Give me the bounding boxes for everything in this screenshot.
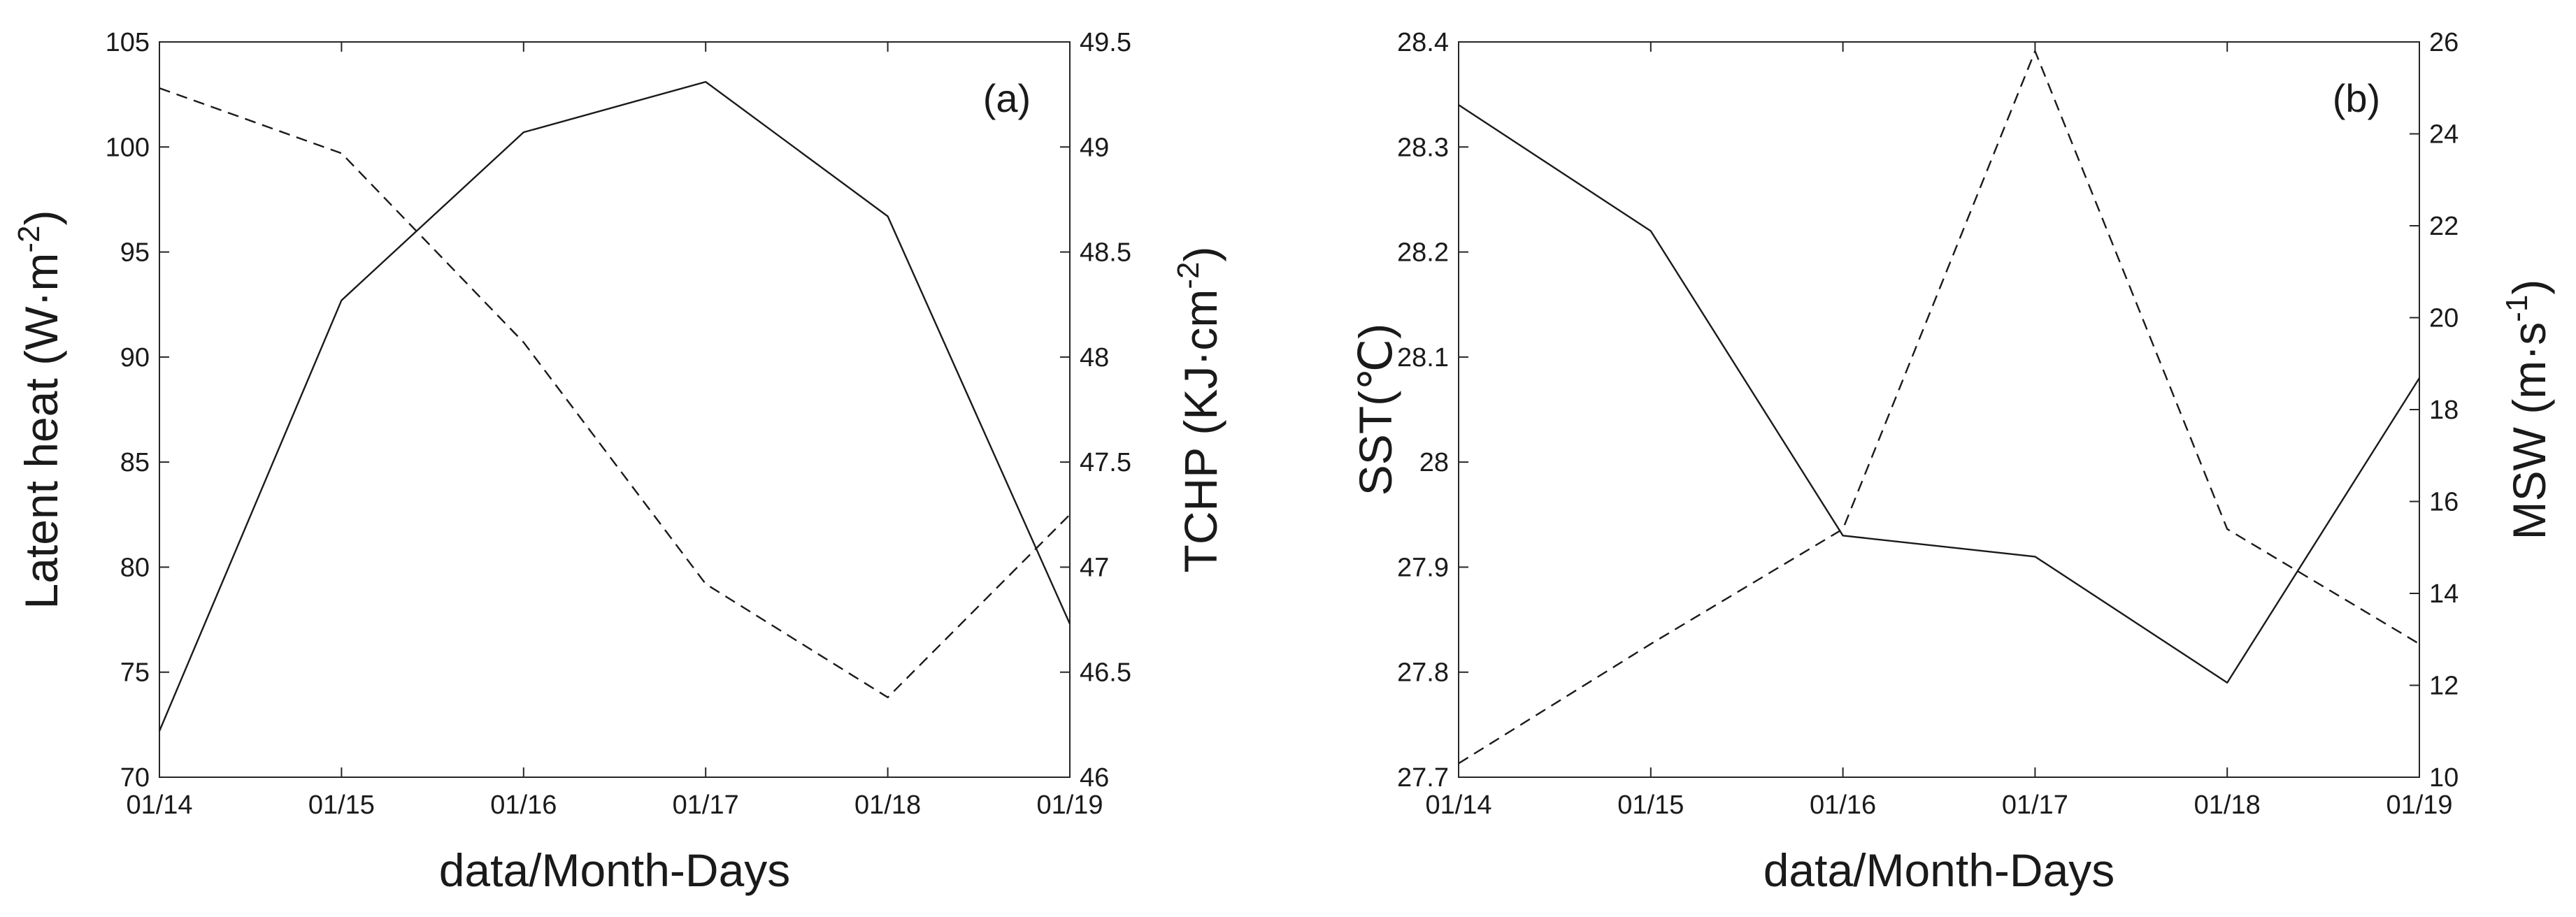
- x-tick-label: 01/19: [1036, 790, 1103, 820]
- x-tick-label: 01/17: [673, 790, 739, 820]
- x-tick-label: 01/18: [854, 790, 921, 820]
- y-left-tick-label: 28.3: [1397, 133, 1449, 162]
- y-right-tick-label: 10: [2429, 763, 2459, 793]
- y-right-axis-label: MSW (m·s-1): [2500, 280, 2555, 540]
- y-left-tick-label: 105: [106, 28, 150, 57]
- y-right-tick-label: 48: [1080, 343, 1109, 373]
- y-left-tick-label: 100: [106, 133, 150, 162]
- y-left-tick-label: 28.1: [1397, 343, 1449, 373]
- chart-panel-a: 01/14 01/15 01/16 01/17 01/18 01/19 70 75 80 85 90…: [12, 28, 1226, 896]
- y-right-tick-label: 46.5: [1080, 658, 1131, 688]
- y-right-tick-label: 20: [2429, 304, 2459, 333]
- y-left-tick-label: 27.8: [1397, 658, 1449, 688]
- x-tick-label: 01/16: [490, 790, 557, 820]
- y-right-axis-label: TCHP (KJ·cm-2): [1171, 247, 1226, 573]
- x-tick-label: 01/15: [308, 790, 375, 820]
- y-left-tick-label: 28.2: [1397, 238, 1449, 268]
- x-tick-label: 01/14: [126, 790, 192, 820]
- y-right-tick-label: 47: [1080, 553, 1109, 582]
- y-left-tick-label: 75: [120, 658, 150, 688]
- x-axis-label: data/Month-Days: [439, 844, 791, 896]
- y-right-tick-label: 18: [2429, 396, 2459, 425]
- y-left-tick-label: 90: [120, 343, 150, 373]
- y-right-tick-label: 24: [2429, 120, 2459, 150]
- x-axis-label: data/Month-Days: [1763, 844, 2115, 896]
- x-tick-label: 01/19: [2386, 790, 2452, 820]
- x-tick-label: 01/17: [2002, 790, 2068, 820]
- dashed-series-line: [159, 87, 1071, 698]
- y-right-tick-label: 49.5: [1080, 28, 1131, 57]
- y-right-tick-label: 22: [2429, 212, 2459, 241]
- panel-label: (a): [983, 76, 1031, 120]
- y-right-tick-label: 49: [1080, 133, 1109, 162]
- y-left-tick-label: 28.4: [1397, 28, 1449, 57]
- plot-frame: [159, 41, 1071, 778]
- x-tick-label: 01/18: [2194, 790, 2261, 820]
- panel-label: (b): [2333, 76, 2380, 120]
- y-left-axis-label: SST(℃): [1350, 324, 1401, 496]
- x-tick-label: 01/15: [1617, 790, 1684, 820]
- y-right-tick-label: 46: [1080, 763, 1109, 793]
- y-right-tick-label: 48.5: [1080, 238, 1131, 268]
- y-right-tick-label: 26: [2429, 28, 2459, 57]
- dashed-series-line: [1458, 50, 2420, 765]
- x-tick-label: 01/16: [1810, 790, 1876, 820]
- y-left-tick-label: 85: [120, 448, 150, 477]
- y-left-tick-label: 27.9: [1397, 553, 1449, 582]
- y-left-axis-label: Latent heat (W·m-2): [12, 210, 67, 609]
- y-right-tick-label: 16: [2429, 488, 2459, 517]
- y-right-tick-label: 12: [2429, 672, 2459, 701]
- x-tick-label: 01/14: [1425, 790, 1491, 820]
- y-left-tick-label: 80: [120, 553, 150, 582]
- y-left-tick-label: 95: [120, 238, 150, 268]
- solid-series-line: [158, 80, 1071, 732]
- y-left-tick-label: 28: [1419, 448, 1449, 477]
- plot-frame: [1458, 41, 2420, 778]
- y-left-tick-label: 70: [120, 763, 150, 793]
- y-left-tick-label: 27.7: [1397, 763, 1449, 793]
- y-right-tick-label: 14: [2429, 579, 2459, 609]
- y-right-tick-label: 47.5: [1080, 448, 1131, 477]
- chart-panel-b: 01/14 01/15 01/16 01/17 01/18 01/19 27.7 27.8 27…: [1350, 28, 2555, 896]
- solid-series-line: [1458, 104, 2421, 684]
